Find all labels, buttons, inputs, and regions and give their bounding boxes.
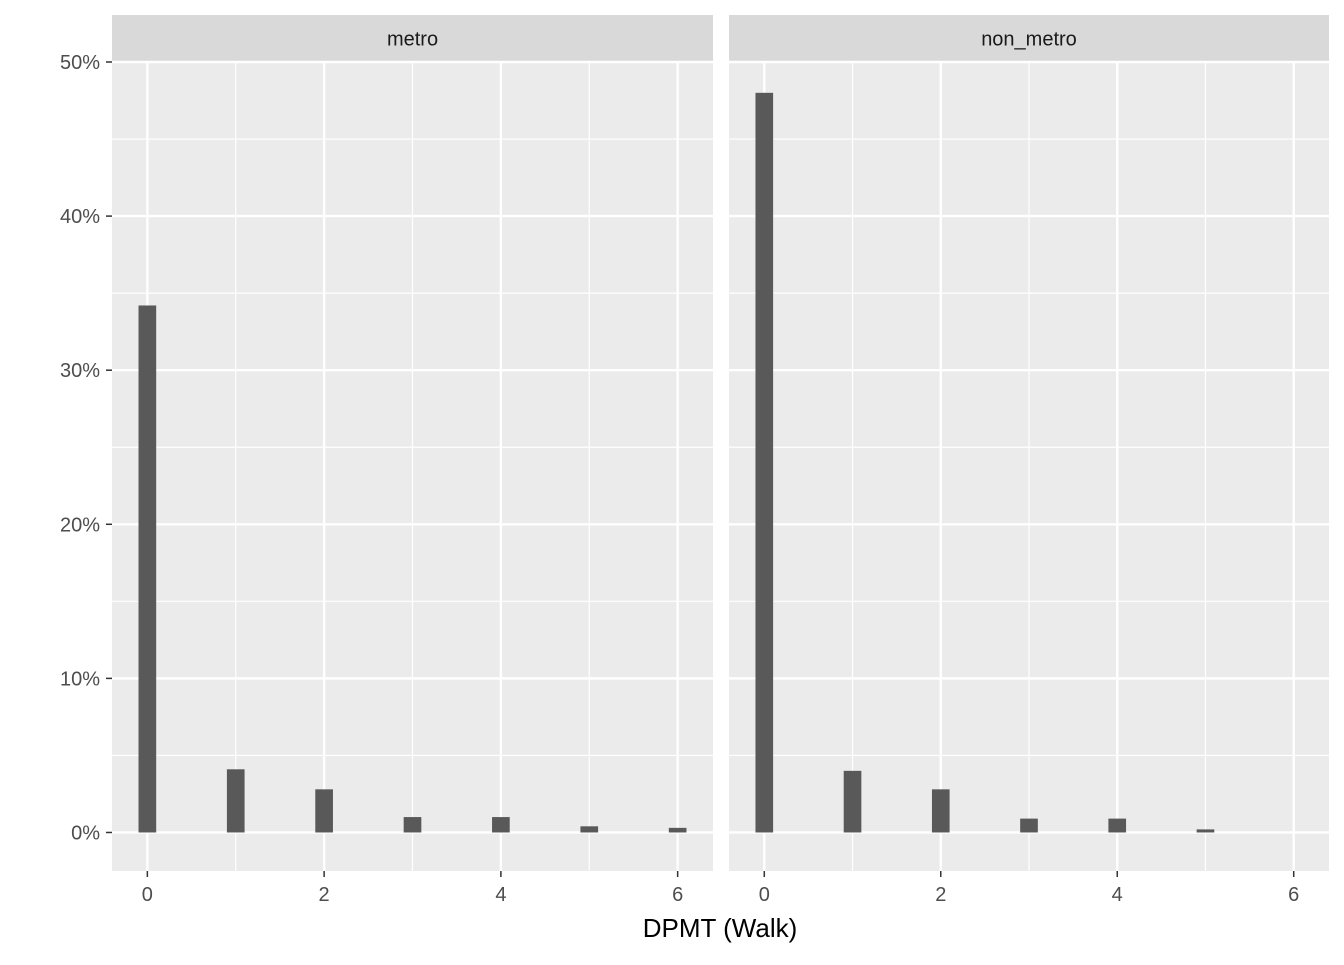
panel-metro: metro 0 2 4 6 [112,15,713,906]
bar-metro-3 [403,817,422,833]
y-tick-label: 50% [60,52,100,74]
x-tick-label: 2 [935,884,946,906]
bar-non_metro-5 [1196,829,1215,833]
facet-strip [112,15,713,62]
facet-strip [729,15,1329,62]
bar-non_metro-3 [1020,818,1038,833]
bar-metro-0 [138,305,157,833]
x-tick-label: 0 [759,884,770,906]
y-axis: 0% 10% 20% 30% 40% 50% [60,52,112,844]
bar-non_metro-2 [931,789,950,833]
x-tick-label: 6 [672,884,683,906]
x-axis-title: DPMT (Walk) [643,913,798,943]
panel-non_metro: non_metro 0 2 4 6 [729,15,1329,906]
bar-metro-1 [226,769,245,833]
bar-metro-6 [668,827,687,833]
x-tick-label: 4 [1112,884,1123,906]
bar-non_metro-1 [843,770,862,833]
x-tick-label: 2 [319,884,330,906]
x-tick-label: 0 [142,884,153,906]
bar-metro-4 [492,817,510,833]
bar-non_metro-4 [1108,818,1127,833]
facet-strip-label: non_metro [981,29,1077,51]
y-tick-label: 10% [60,668,100,690]
bar-metro-5 [580,826,599,833]
facet-panels: metro 0 2 4 6 non_metro 0 2 4 6 [112,15,1329,906]
bar-non_metro-0 [755,92,774,833]
y-tick-label: 30% [60,360,100,382]
bar-metro-2 [315,789,333,833]
x-tick-label: 6 [1288,884,1299,906]
facet-strip-label: metro [387,29,438,51]
y-tick-label: 40% [60,206,100,228]
y-tick-label: 20% [60,514,100,536]
y-tick-label: 0% [71,822,100,844]
x-tick-label: 4 [495,884,506,906]
